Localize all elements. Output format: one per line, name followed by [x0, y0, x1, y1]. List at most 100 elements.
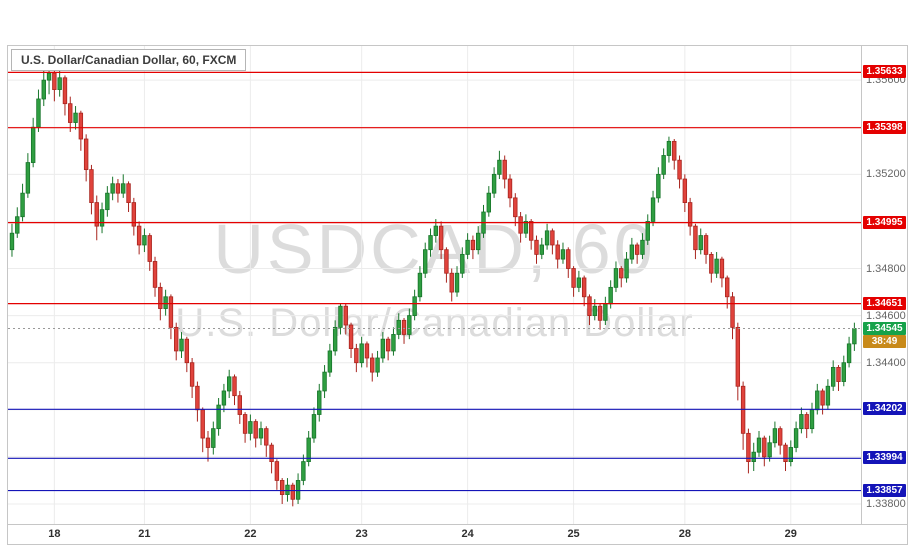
price-tick-label: 1.34800 — [866, 262, 906, 275]
candle-body-up — [539, 244, 544, 255]
candle-body-down — [587, 296, 592, 317]
candle-body-up — [809, 409, 815, 430]
candle-body-up — [221, 390, 227, 406]
candle-body-down — [677, 159, 682, 180]
candle-body-down — [820, 390, 825, 406]
candle-body-down — [518, 216, 523, 234]
candle-body-up — [698, 235, 703, 251]
candle-body-up — [163, 296, 168, 309]
resistance-price-badge: 1.34995 — [863, 215, 906, 229]
time-axis-label: 23 — [355, 528, 368, 540]
candle-body-up — [772, 428, 778, 444]
candle-body-up — [417, 272, 423, 298]
candle-body-down — [253, 421, 258, 439]
candle-body-up — [661, 155, 666, 175]
candle-body-down — [131, 202, 137, 227]
candle-body-down — [205, 437, 211, 448]
candle-body-down — [348, 324, 354, 349]
candle-body-down — [566, 249, 571, 269]
symbol-legend[interactable]: U.S. Dollar/Canadian Dollar, 60, FXCM — [11, 49, 247, 71]
price-axis[interactable]: 1.356001.354001.352001.350001.348001.346… — [861, 46, 907, 524]
candle-body-down — [343, 305, 348, 326]
candle-body-up — [396, 319, 401, 335]
candle-body-down — [703, 235, 709, 255]
candle-body-down — [68, 103, 73, 123]
candle-body-up — [380, 338, 386, 359]
candle-body-down — [634, 244, 640, 255]
candle-body-up — [211, 428, 216, 448]
candle-body-up — [476, 232, 481, 251]
candle-body-up — [375, 357, 380, 373]
candle-body-down — [444, 249, 449, 274]
candle-body-up — [295, 480, 301, 500]
candle-body-up — [714, 258, 719, 274]
candle-body-up — [412, 296, 417, 317]
candle-body-down — [174, 326, 179, 352]
candle-body-down — [147, 235, 152, 262]
price-tick-label: 1.33800 — [866, 497, 906, 510]
candle-body-down — [693, 225, 698, 251]
candle-body-down — [682, 178, 688, 203]
price-tick-label: 1.34400 — [866, 356, 906, 369]
candle-body-down — [62, 77, 68, 105]
candle-body-up — [332, 326, 338, 352]
candle-body-up — [311, 414, 317, 439]
candle-body-up — [105, 192, 110, 211]
candle-body-up — [852, 328, 857, 345]
candle-body-up — [624, 258, 629, 279]
candle-body-down — [619, 268, 624, 279]
candle-body-up — [460, 253, 465, 274]
chart-frame: USDCAD, 60 U.S. Dollar/Canadian Dollar U… — [7, 45, 908, 545]
candle-body-up — [846, 343, 852, 364]
resistance-price-badge: 1.35398 — [863, 120, 906, 134]
candle-body-down — [597, 305, 603, 321]
candle-body-down — [555, 244, 560, 260]
candle-body-up — [841, 362, 846, 382]
candle-body-up — [73, 112, 78, 123]
price-pane[interactable]: USDCAD, 60 U.S. Dollar/Canadian Dollar U… — [8, 46, 861, 524]
candle-body-down — [401, 319, 407, 335]
candlestick-canvas — [8, 46, 861, 524]
candle-body-up — [258, 428, 264, 439]
candle-body-up — [756, 437, 762, 453]
candle-body-down — [83, 138, 89, 171]
candle-body-down — [232, 376, 237, 397]
candle-body-up — [491, 173, 497, 194]
candle-body-up — [327, 350, 333, 373]
candle-body-up — [645, 221, 650, 241]
candle-body-down — [762, 437, 767, 458]
candle-body-up — [99, 209, 105, 227]
candle-body-up — [629, 244, 635, 260]
candle-body-down — [152, 261, 158, 288]
candle-body-up — [793, 428, 799, 448]
candle-body-up — [46, 72, 52, 81]
candle-body-down — [513, 197, 518, 218]
candle-body-down — [507, 178, 513, 199]
candle-body-up — [338, 305, 343, 328]
candle-body-up — [285, 484, 290, 495]
candle-body-down — [730, 296, 735, 328]
candle-body-up — [216, 404, 221, 430]
candle-body-down — [534, 239, 539, 255]
candle-body-down — [195, 385, 200, 411]
candle-body-up — [767, 442, 772, 458]
candle-body-up — [30, 126, 36, 163]
time-axis[interactable]: 18 21 22 23 24 25 28 29 — [8, 524, 907, 544]
candle-body-down — [78, 112, 84, 140]
candle-body-down — [502, 159, 507, 180]
bar-countdown-badge: 38:49 — [863, 335, 906, 349]
candle-body-up — [815, 390, 820, 411]
candle-body-up — [788, 447, 793, 463]
last-price-badge: 1.34545 — [863, 321, 906, 335]
candle-body-up — [306, 437, 311, 463]
candle-body-up — [391, 334, 396, 352]
candle-body-down — [274, 461, 280, 481]
price-tick-label: 1.35200 — [866, 168, 906, 181]
candle-body-up — [248, 421, 253, 434]
candle-body-down — [290, 484, 295, 500]
candle-body-up — [830, 367, 836, 387]
candle-body-down — [264, 428, 269, 446]
candle-body-down — [184, 338, 190, 364]
time-axis-label: 22 — [244, 528, 257, 540]
candle-body-down — [189, 362, 195, 387]
